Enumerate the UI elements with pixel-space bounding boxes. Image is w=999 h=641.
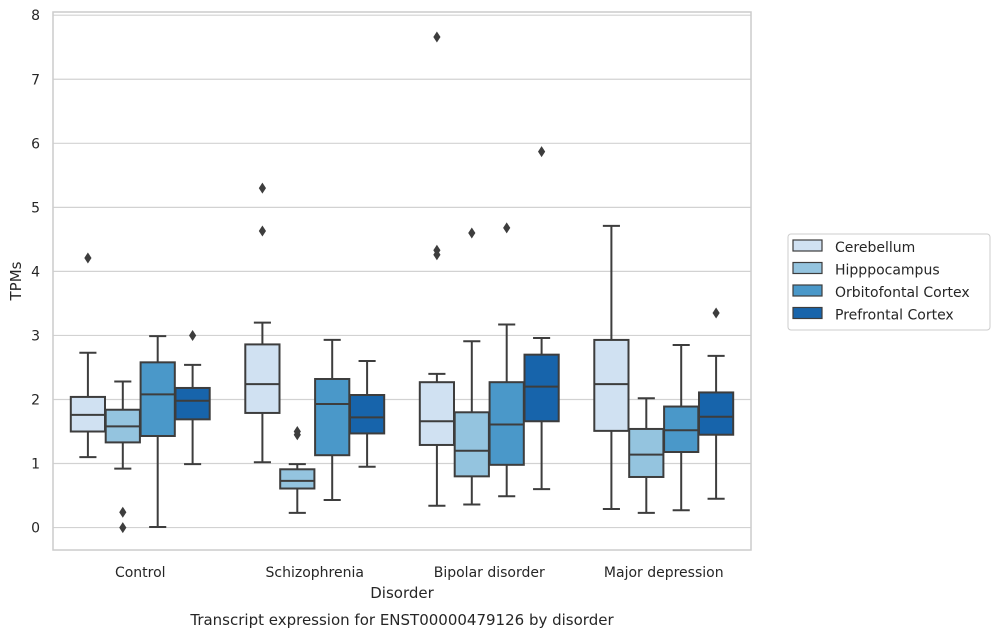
box-item [69,252,107,459]
outlier-marker [433,244,441,256]
legend-frame [787,233,991,331]
chart-caption: Transcript expression for ENST0000047912… [189,611,614,629]
y-tick-label: 1 [31,457,40,473]
x-tick-label: Bipolar disorder [434,565,545,581]
outlier-marker [468,227,476,239]
outlier-marker [433,31,441,43]
y-axis-label: TPMs [7,261,25,301]
y-tick-label: 7 [31,72,40,88]
y-tick-label: 8 [31,8,40,24]
legend-swatch [792,306,823,320]
box-item [593,224,630,511]
plot-frame [52,11,752,551]
box-item [453,227,490,506]
box-groups [69,31,735,534]
box-item [244,182,281,464]
x-tick-label: Control [115,565,166,581]
box [418,381,456,446]
outlier-marker [538,146,546,158]
outlier-marker [84,252,92,264]
box [139,361,176,437]
outlier-marker [119,522,127,534]
legend-swatch [792,284,823,297]
legend-label: Prefrontal Cortex [835,308,954,324]
legend: Cerebellum Hipppocampus Orbitofontal Corte… [787,233,991,331]
x-tick-label: Major depression [604,565,724,581]
outlier-marker [293,426,301,438]
x-axis-label: Disorder [370,584,434,602]
box-item [314,338,351,502]
box-item [139,335,176,528]
box-item [523,146,560,491]
box [174,386,211,421]
y-tick-label: 4 [31,264,40,280]
y-tick-label: 2 [31,392,40,408]
x-tick-labels: Control Schizophrenia Bipolar disorder Majo… [115,565,724,581]
outlier-marker [503,222,511,234]
box-item [174,329,211,466]
box-item [279,426,316,514]
box [279,468,316,490]
box-item [104,380,141,534]
outlier-marker [712,307,720,319]
legend-label: Hipppocampus [835,263,940,279]
y-tick-labels: 0 1 2 3 4 5 6 7 8 [31,8,40,536]
box [348,394,386,435]
outlier-marker [258,225,266,237]
outlier-marker [258,182,266,194]
outlier-marker [189,329,197,341]
box [593,338,630,432]
box-item [488,222,525,498]
box [697,391,735,436]
box-item [697,307,735,500]
y-tick-label: 0 [31,521,40,537]
box-item [348,360,386,468]
outlier-marker [119,506,127,518]
y-tick-label: 3 [31,328,40,344]
legend-items: Cerebellum Hipppocampus Orbitofontal Corte… [792,239,970,324]
box [314,377,351,457]
box-item [418,31,456,507]
box-item [663,344,700,512]
box [523,353,560,423]
legend-swatch [792,261,823,275]
box [628,427,665,478]
x-tick-label: Schizophrenia [266,565,364,581]
legend-swatch [792,239,823,252]
box [453,411,490,478]
box-item [628,397,665,514]
box [244,343,281,414]
y-tick-label: 5 [31,200,40,216]
legend-label: Cerebellum [835,240,915,256]
legend-label: Orbitofontal Cortex [835,285,970,301]
y-tick-label: 6 [31,136,40,152]
